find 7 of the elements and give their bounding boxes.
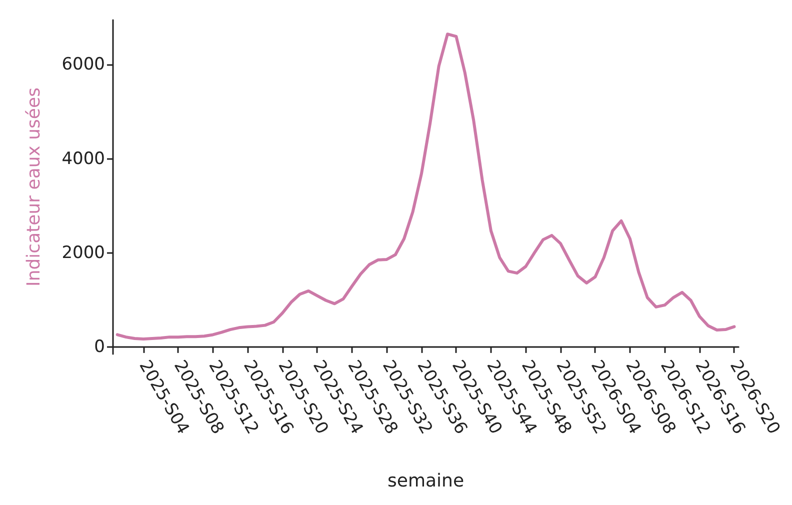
y-tick-label: 4000 [62, 148, 105, 169]
y-tick-label: 2000 [62, 242, 105, 263]
y-tick-label: 0 [94, 336, 105, 357]
y-axis-title: Indicateur eaux usées [24, 88, 44, 286]
line-series [116, 32, 736, 340]
y-tick-label: 6000 [62, 54, 105, 75]
x-axis-title: semaine [388, 470, 464, 492]
